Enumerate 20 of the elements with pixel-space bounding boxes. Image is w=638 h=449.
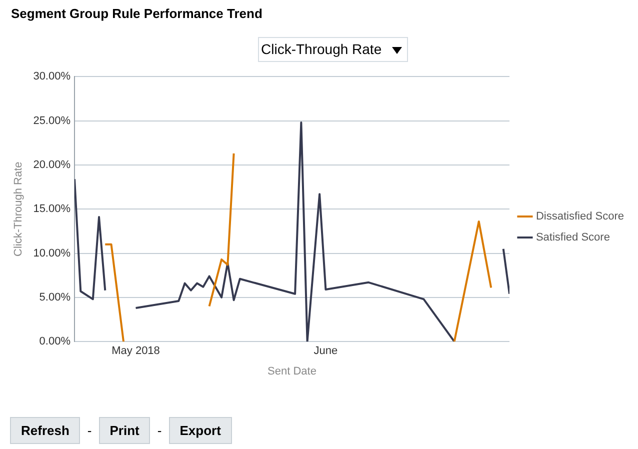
y-tick-label: 0.00% — [39, 336, 71, 348]
x-tick-label: June — [314, 345, 338, 358]
text: Click-Through Rate — [261, 41, 382, 57]
y-tick-label: 20.00% — [33, 158, 71, 171]
chart-title: Segment Group Rule Performance Trend — [11, 6, 262, 21]
text: - — [87, 423, 92, 438]
text: Print — [98, 417, 150, 444]
text: - — [157, 423, 162, 438]
x-tick-label: May 2018 — [112, 345, 160, 358]
legend-label: Dissatisfied Score — [536, 210, 624, 223]
y-tick-label: 30.00% — [33, 70, 71, 83]
y-tick-label: 5.00% — [39, 291, 71, 304]
y-tick-label: 15.00% — [33, 203, 71, 216]
y-axis-title: Click-Through Rate — [12, 162, 25, 256]
text: Refresh — [10, 417, 80, 444]
y-tick-label: 25.00% — [33, 114, 71, 127]
y-tick-label: 10.00% — [33, 247, 71, 260]
x-axis-title: Sent Date — [268, 365, 316, 378]
legend-label: Satisfied Score — [536, 232, 610, 244]
text: Export — [168, 417, 232, 444]
